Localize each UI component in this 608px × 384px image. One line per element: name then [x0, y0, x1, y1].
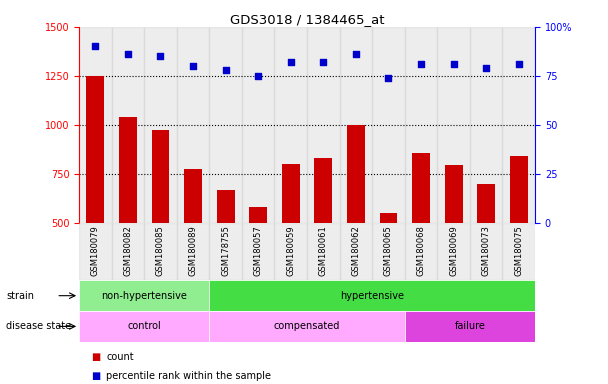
Bar: [412, 153, 430, 321]
Bar: [405, 223, 437, 280]
Point: [384, 75, 393, 81]
Bar: [405, 27, 437, 223]
Text: disease state: disease state: [6, 321, 71, 331]
Bar: [444, 165, 463, 321]
Text: hypertensive: hypertensive: [340, 291, 404, 301]
Bar: [209, 311, 405, 342]
Text: GSM180085: GSM180085: [156, 226, 165, 276]
Point: [156, 53, 165, 59]
Bar: [209, 280, 535, 311]
Point: [188, 63, 198, 69]
Bar: [79, 27, 112, 223]
Text: control: control: [127, 321, 161, 331]
Text: compensated: compensated: [274, 321, 340, 331]
Text: percentile rank within the sample: percentile rank within the sample: [106, 371, 271, 381]
Text: strain: strain: [6, 291, 34, 301]
Bar: [184, 169, 202, 321]
Bar: [151, 130, 170, 321]
Point: [91, 43, 100, 50]
Point: [416, 61, 426, 67]
Text: GSM180082: GSM180082: [123, 226, 133, 276]
Bar: [249, 207, 267, 321]
Point: [449, 61, 458, 67]
Bar: [177, 27, 209, 223]
Bar: [340, 223, 372, 280]
Bar: [112, 27, 144, 223]
Title: GDS3018 / 1384465_at: GDS3018 / 1384465_at: [230, 13, 384, 26]
Bar: [437, 27, 470, 223]
Text: failure: failure: [454, 321, 485, 331]
Bar: [216, 190, 235, 321]
Bar: [79, 280, 209, 311]
Point: [319, 59, 328, 65]
Point: [254, 73, 263, 79]
Text: GSM180057: GSM180057: [254, 226, 263, 276]
Bar: [372, 223, 405, 280]
Text: GSM180062: GSM180062: [351, 226, 361, 276]
Bar: [119, 117, 137, 321]
Bar: [209, 223, 242, 280]
Point: [221, 67, 230, 73]
Point: [482, 65, 491, 71]
Point: [286, 59, 295, 65]
Text: GSM180073: GSM180073: [482, 226, 491, 276]
Bar: [477, 184, 495, 321]
Text: GSM180059: GSM180059: [286, 226, 295, 276]
Bar: [209, 27, 242, 223]
Text: GSM180075: GSM180075: [514, 226, 523, 276]
Bar: [307, 223, 340, 280]
Point: [514, 61, 523, 67]
Text: non-hypertensive: non-hypertensive: [102, 291, 187, 301]
Bar: [274, 27, 307, 223]
Bar: [144, 27, 177, 223]
Bar: [79, 223, 112, 280]
Bar: [79, 311, 209, 342]
Bar: [242, 223, 274, 280]
Bar: [470, 27, 502, 223]
Bar: [314, 158, 333, 321]
Text: ■: ■: [91, 371, 100, 381]
Text: ■: ■: [91, 352, 100, 362]
Bar: [372, 27, 405, 223]
Bar: [502, 223, 535, 280]
Bar: [405, 311, 535, 342]
Bar: [282, 164, 300, 321]
Text: GSM180089: GSM180089: [188, 226, 198, 276]
Bar: [112, 223, 144, 280]
Text: GSM180068: GSM180068: [416, 226, 426, 276]
Bar: [242, 27, 274, 223]
Bar: [144, 223, 177, 280]
Text: count: count: [106, 352, 134, 362]
Point: [351, 51, 361, 57]
Point: [123, 51, 133, 57]
Bar: [307, 27, 340, 223]
Bar: [177, 223, 209, 280]
Bar: [510, 156, 528, 321]
Text: GSM180069: GSM180069: [449, 226, 458, 276]
Bar: [274, 223, 307, 280]
Bar: [502, 27, 535, 223]
Text: GSM178755: GSM178755: [221, 226, 230, 276]
Bar: [347, 125, 365, 321]
Bar: [86, 76, 105, 321]
Bar: [437, 223, 470, 280]
Text: GSM180061: GSM180061: [319, 226, 328, 276]
Bar: [340, 27, 372, 223]
Text: GSM180065: GSM180065: [384, 226, 393, 276]
Text: GSM180079: GSM180079: [91, 226, 100, 276]
Bar: [379, 213, 398, 321]
Bar: [470, 223, 502, 280]
